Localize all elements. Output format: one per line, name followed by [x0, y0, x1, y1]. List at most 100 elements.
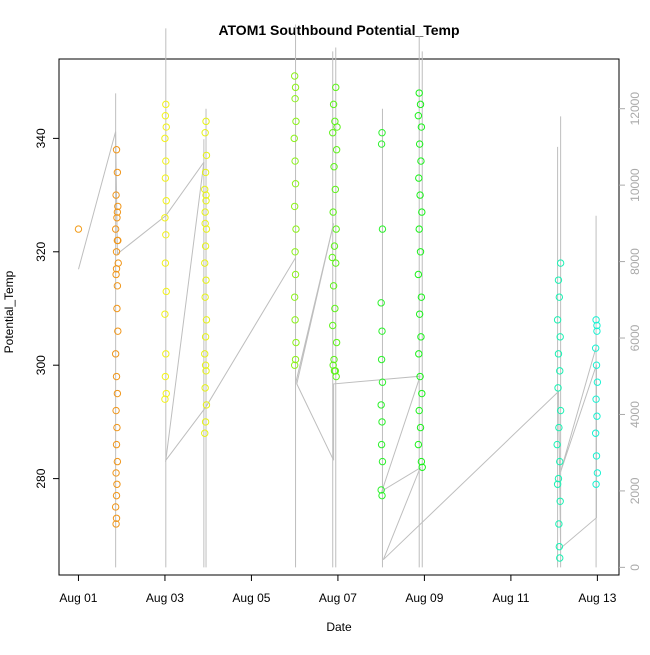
data-point — [378, 491, 386, 500]
data-point — [591, 429, 600, 437]
data-point — [112, 469, 120, 477]
data-point — [201, 168, 210, 177]
x-tick-label: Aug 07 — [319, 591, 357, 605]
data-point — [161, 214, 169, 222]
data-point — [292, 225, 300, 233]
y-tick-label: 280 — [34, 468, 48, 488]
data-point — [74, 225, 83, 233]
data-point — [330, 355, 338, 364]
data-point — [201, 350, 209, 358]
data-point — [378, 327, 386, 335]
data-point — [201, 219, 209, 228]
secondary-track — [78, 24, 597, 568]
data-point — [592, 316, 600, 324]
data-point — [415, 350, 423, 358]
axes: Aug 01 Aug 03 Aug 05 Aug 07 Aug 09 Aug 11 Aug … — [34, 58, 642, 605]
y-tick-label: 340 — [34, 128, 48, 148]
data-point — [201, 293, 209, 301]
data-point — [290, 361, 299, 369]
data-point — [556, 554, 564, 562]
data-point — [162, 123, 170, 131]
data-point — [202, 276, 210, 284]
data-point — [329, 100, 338, 109]
data-point — [161, 310, 169, 318]
data-point — [329, 321, 337, 330]
data-point — [592, 361, 601, 369]
x-tick-label: Aug 01 — [59, 591, 97, 605]
y-axis-label: Potential_Temp — [2, 270, 16, 353]
data-point — [556, 497, 564, 505]
data-point — [290, 134, 298, 143]
data-point — [592, 480, 600, 488]
data-point — [554, 384, 562, 392]
data-point — [202, 151, 211, 160]
data-point — [416, 100, 425, 109]
data-point — [332, 225, 340, 233]
data-point — [592, 452, 601, 460]
data-point — [329, 208, 337, 216]
data-point — [291, 94, 299, 103]
data-point — [201, 384, 209, 392]
data-point — [555, 293, 564, 301]
data-point — [161, 372, 170, 381]
data-point — [202, 191, 210, 199]
data-point — [113, 304, 121, 313]
data-point — [292, 117, 300, 126]
data-point — [378, 129, 386, 137]
data-point — [331, 304, 339, 313]
data-point — [161, 112, 170, 120]
data-point — [556, 259, 565, 267]
data-point — [291, 316, 299, 324]
data-point — [378, 378, 387, 386]
data-point — [162, 389, 170, 398]
data-point — [415, 310, 424, 318]
data-point — [111, 503, 120, 511]
data-point — [415, 140, 424, 148]
chart-title: ATOM1 Southbound Potential_Temp — [218, 22, 459, 38]
data-point — [202, 401, 211, 409]
data-point — [328, 253, 336, 262]
data-point — [112, 514, 121, 522]
data-point — [162, 350, 170, 358]
data-point — [377, 401, 385, 409]
data-point — [112, 440, 121, 449]
data-point — [162, 157, 170, 165]
data-point — [331, 185, 340, 194]
data-point — [112, 520, 120, 528]
data-point — [112, 191, 120, 199]
data-point — [201, 242, 210, 250]
data-point — [201, 259, 209, 267]
data-point — [113, 208, 122, 216]
axis-labels: Date Potential_Temp — [2, 270, 352, 634]
data-point — [591, 344, 600, 352]
data-point — [113, 457, 122, 466]
data-point — [161, 134, 169, 143]
x-tick-label: Aug 09 — [405, 591, 443, 605]
data-point — [553, 316, 562, 324]
data-point — [162, 231, 170, 239]
data-point — [113, 480, 121, 488]
data-point — [111, 350, 120, 358]
data-point — [555, 542, 564, 551]
y-tick-label: 320 — [34, 241, 48, 261]
data-point — [593, 469, 602, 477]
data-point — [291, 180, 300, 188]
x-tick-label: Aug 11 — [492, 591, 529, 605]
y2-tick-label: 8000 — [628, 248, 642, 275]
data-point — [555, 423, 563, 432]
data-point — [377, 486, 385, 494]
y2-tick-label: 0 — [628, 564, 642, 571]
data-point — [556, 333, 564, 341]
data-point — [330, 163, 338, 171]
y2-tick-label: 12000 — [628, 92, 642, 126]
x-tick-label: Aug 05 — [232, 591, 270, 605]
data-point — [556, 367, 564, 375]
data-point — [377, 355, 386, 364]
data-point — [112, 146, 121, 154]
data-point — [114, 236, 122, 245]
data-point — [112, 406, 120, 415]
data-point — [201, 129, 209, 137]
data-point — [114, 327, 122, 335]
